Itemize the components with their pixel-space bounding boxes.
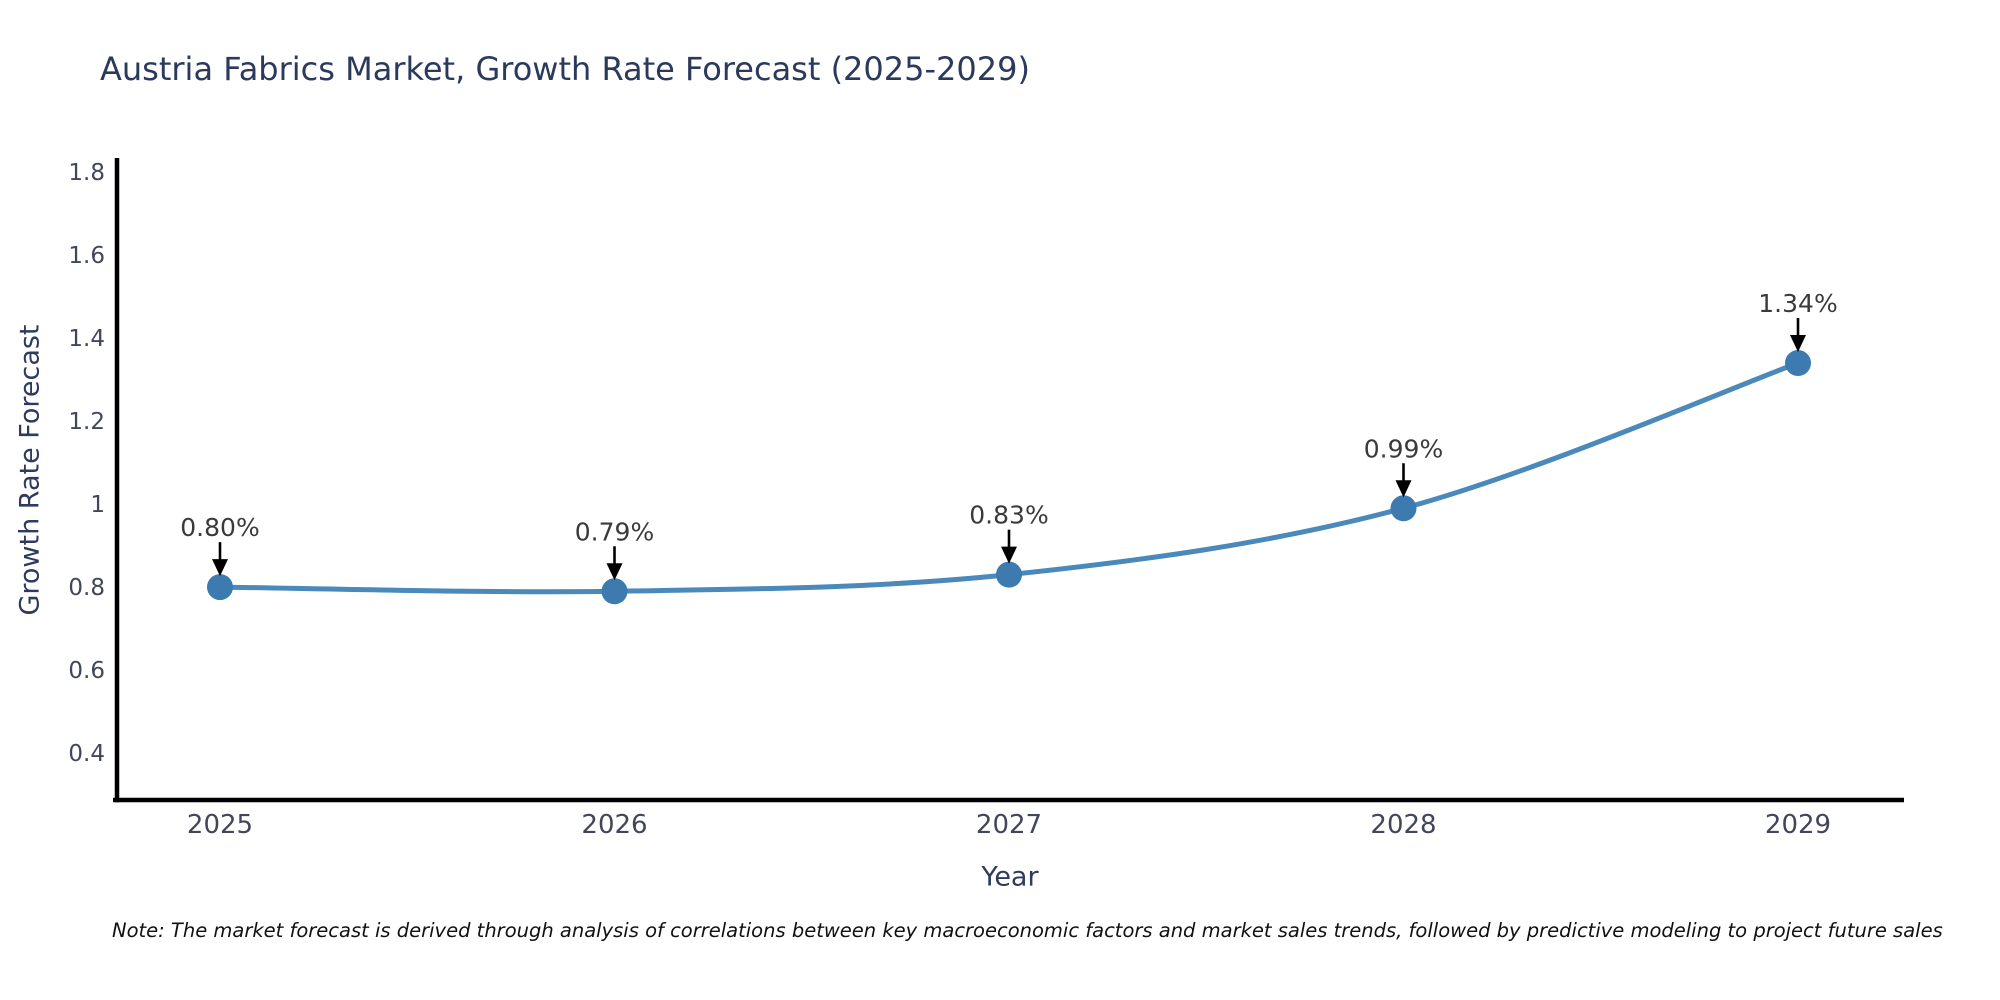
annotation-label-2028: 0.99% <box>1364 434 1443 463</box>
annotation-label-2029: 1.34% <box>1758 289 1837 318</box>
x-axis-label: Year <box>981 861 1039 893</box>
x-tick-label-2027: 2027 <box>976 810 1042 840</box>
y-tick-label-1.2: 1.2 <box>68 409 105 435</box>
chart-title: Austria Fabrics Market, Growth Rate Fore… <box>100 50 1030 88</box>
y-tick-label-1.8: 1.8 <box>68 160 105 186</box>
annotation-label-2027: 0.83% <box>969 501 1048 530</box>
annotation-arrow-head-2025 <box>212 559 228 577</box>
y-tick-label-0.8: 0.8 <box>68 575 105 601</box>
x-tick-label-2025: 2025 <box>187 810 253 840</box>
data-point-2026 <box>601 578 628 605</box>
annotation-label-2026: 0.79% <box>575 517 654 546</box>
x-tick-label-2028: 2028 <box>1370 810 1436 840</box>
y-tick-label-1.4: 1.4 <box>68 326 105 352</box>
footnote: Note: The market forecast is derived thr… <box>112 919 1943 942</box>
data-point-2025 <box>207 574 233 601</box>
annotation-arrow-head-2027 <box>1001 546 1017 564</box>
y-axis-label: Growth Rate Forecast <box>14 324 46 616</box>
data-point-2029 <box>1785 350 1811 377</box>
y-tick-label-1: 1 <box>90 492 105 518</box>
annotation-arrow-head-2026 <box>606 563 623 581</box>
y-tick-label-0.4: 0.4 <box>68 741 105 767</box>
x-tick-label-2026: 2026 <box>581 810 647 840</box>
y-tick-label-1.6: 1.6 <box>68 243 105 269</box>
annotation-label-2025: 0.80% <box>180 513 259 542</box>
y-tick-label-0.6: 0.6 <box>68 658 105 684</box>
annotation-arrow-head-2028 <box>1395 480 1412 498</box>
x-tick-label-2029: 2029 <box>1765 810 1831 840</box>
data-point-2028 <box>1390 495 1417 522</box>
annotation-arrow-head-2029 <box>1790 335 1806 353</box>
data-point-2027 <box>996 561 1022 588</box>
